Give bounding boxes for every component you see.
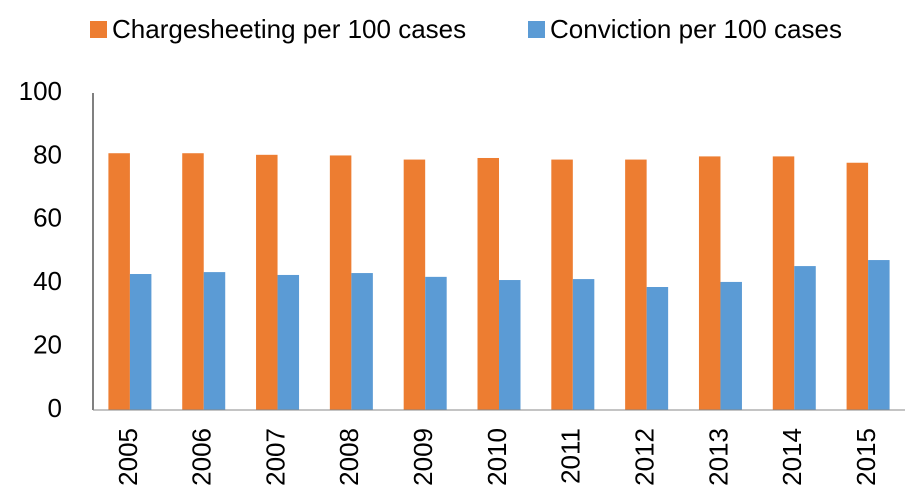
legend-label: Conviction per 100 cases bbox=[550, 14, 842, 44]
x-tick-label: 2007 bbox=[260, 428, 290, 486]
y-tick-label: 20 bbox=[33, 329, 62, 359]
bar bbox=[846, 162, 869, 410]
x-tick-label: 2011 bbox=[556, 428, 586, 484]
bar bbox=[203, 272, 226, 410]
bar bbox=[625, 159, 647, 410]
y-tick-label: 60 bbox=[33, 203, 62, 233]
x-tick-label: 2014 bbox=[777, 428, 807, 486]
bar bbox=[794, 266, 816, 410]
y-tick-label: 80 bbox=[33, 139, 62, 169]
legend-swatch bbox=[90, 21, 107, 38]
bar bbox=[477, 157, 499, 410]
x-tick-label: 2015 bbox=[851, 428, 881, 486]
bar bbox=[329, 155, 352, 410]
bar bbox=[425, 276, 447, 410]
bar bbox=[182, 153, 204, 411]
bar bbox=[551, 159, 573, 410]
bar bbox=[403, 159, 426, 410]
bar bbox=[772, 156, 795, 410]
bar bbox=[277, 274, 300, 410]
bar bbox=[499, 280, 521, 410]
legend-label: Chargesheeting per 100 cases bbox=[112, 14, 466, 44]
x-tick-label: 2008 bbox=[334, 428, 364, 486]
bar bbox=[256, 154, 278, 410]
legend-swatch bbox=[528, 21, 545, 38]
bar bbox=[720, 281, 742, 410]
bar bbox=[868, 260, 890, 410]
x-tick-label: 2009 bbox=[408, 428, 438, 486]
y-tick-label: 100 bbox=[19, 76, 62, 106]
x-tick-label: 2012 bbox=[630, 428, 660, 486]
y-tick-label: 40 bbox=[33, 266, 62, 296]
bar bbox=[351, 273, 373, 410]
x-tick-label: 2005 bbox=[113, 428, 143, 486]
bar bbox=[698, 156, 721, 410]
x-tick-label: 2013 bbox=[703, 428, 733, 486]
y-tick-label: 0 bbox=[48, 393, 62, 423]
bar bbox=[646, 287, 669, 410]
x-tick-label: 2006 bbox=[187, 428, 217, 486]
x-tick-label: 2010 bbox=[482, 428, 512, 486]
bar bbox=[572, 279, 595, 410]
bar bbox=[108, 153, 130, 411]
bar bbox=[129, 274, 152, 410]
